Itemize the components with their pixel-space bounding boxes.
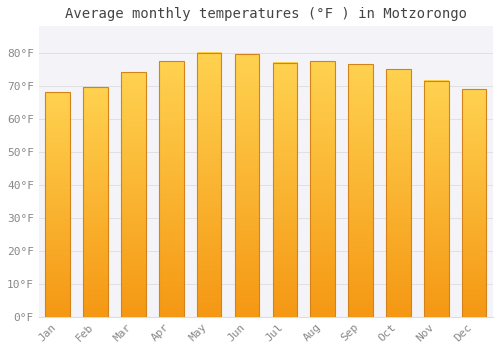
Bar [197, 53, 222, 317]
Bar [159, 61, 184, 317]
Bar [462, 89, 486, 317]
Title: Average monthly temperatures (°F ) in Motzorongo: Average monthly temperatures (°F ) in Mo… [65, 7, 467, 21]
Bar [272, 63, 297, 317]
Bar [234, 54, 260, 317]
Bar [348, 64, 373, 317]
Bar [121, 72, 146, 317]
Bar [46, 92, 70, 317]
Bar [386, 69, 410, 317]
Bar [424, 81, 448, 317]
Bar [84, 88, 108, 317]
Bar [310, 61, 335, 317]
